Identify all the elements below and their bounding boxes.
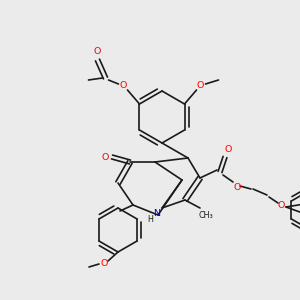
Text: O: O	[277, 200, 285, 209]
Text: N: N	[154, 208, 160, 217]
Text: O: O	[224, 145, 232, 154]
Text: CH₃: CH₃	[199, 211, 213, 220]
Text: O: O	[94, 47, 101, 56]
Text: O: O	[233, 184, 241, 193]
Text: O: O	[120, 82, 127, 91]
Text: O: O	[101, 152, 109, 161]
Text: O: O	[197, 82, 204, 91]
Text: O: O	[100, 260, 108, 268]
Text: H: H	[147, 215, 153, 224]
